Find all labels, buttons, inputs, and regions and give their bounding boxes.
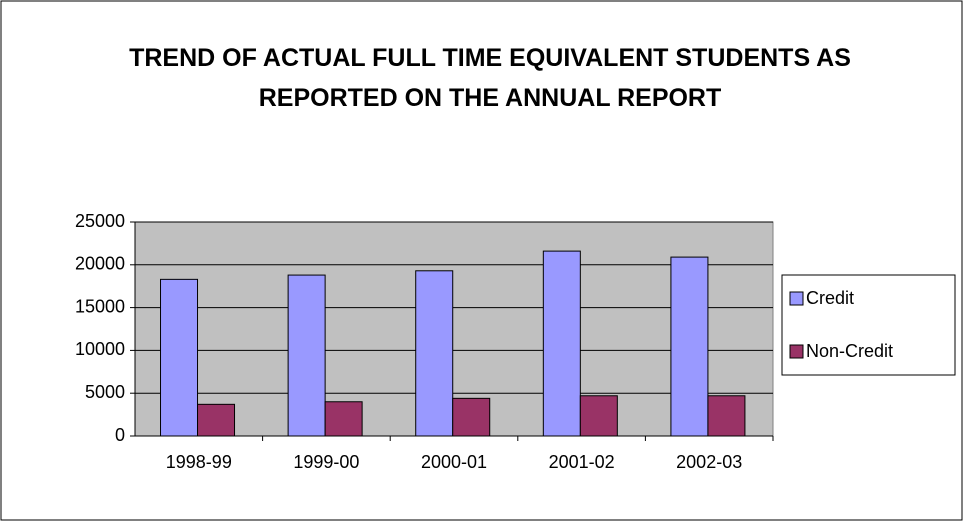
bar bbox=[542, 250, 581, 437]
y-tick-label: 5000 bbox=[85, 382, 125, 402]
x-tick-label: 2002-03 bbox=[676, 452, 742, 472]
bar bbox=[452, 397, 491, 437]
bar bbox=[287, 274, 326, 437]
legend-box bbox=[781, 274, 956, 376]
bar bbox=[415, 270, 454, 437]
x-tick-label: 1998-99 bbox=[166, 452, 232, 472]
bar bbox=[160, 278, 199, 437]
chart-title: TREND OF ACTUAL FULL TIME EQUIVALENT STU… bbox=[129, 44, 851, 112]
y-tick-label: 10000 bbox=[75, 339, 125, 359]
bar bbox=[579, 395, 618, 437]
x-tick-label: 2000-01 bbox=[421, 452, 487, 472]
x-tick-label: 1999-00 bbox=[293, 452, 359, 472]
x-tick-label: 2001-02 bbox=[549, 452, 615, 472]
legend-swatch bbox=[789, 291, 804, 306]
legend-label: Non-Credit bbox=[806, 341, 893, 361]
legend-swatch bbox=[789, 344, 804, 359]
bar bbox=[707, 395, 746, 437]
bar bbox=[670, 256, 709, 437]
legend-label: Credit bbox=[806, 288, 854, 308]
y-tick-label: 0 bbox=[115, 425, 125, 445]
y-tick-label: 15000 bbox=[75, 296, 125, 316]
bar bbox=[324, 401, 363, 437]
y-tick-label: 25000 bbox=[75, 211, 125, 231]
y-tick-label: 20000 bbox=[75, 254, 125, 274]
bar bbox=[197, 403, 236, 437]
